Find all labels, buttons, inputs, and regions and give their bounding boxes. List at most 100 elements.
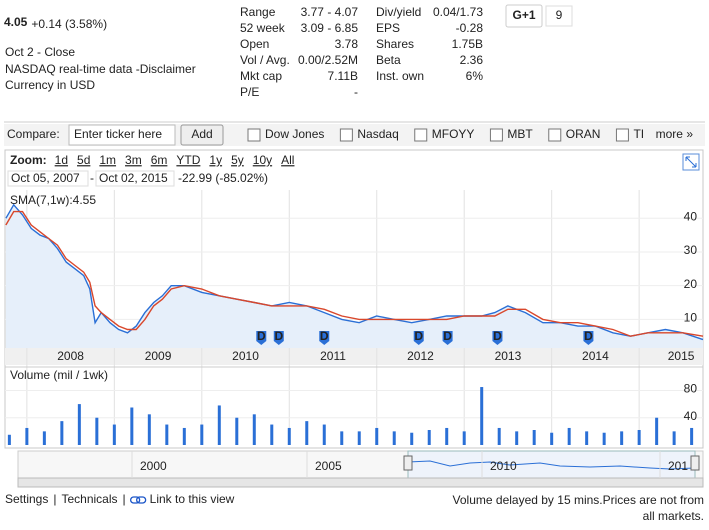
navigator-handle[interactable] [403, 455, 413, 471]
dividend-marker[interactable] [442, 331, 453, 345]
from-date-box[interactable] [7, 170, 89, 187]
compare-checkbox[interactable] [548, 128, 562, 142]
stat-label: EPS [376, 21, 400, 35]
chart-frame [4, 149, 704, 449]
legend-entry: SMA(7,1w):4.55 [10, 193, 96, 207]
dividend-marker[interactable] [492, 331, 503, 345]
dividend-marker[interactable] [256, 331, 267, 345]
volume-bar [42, 431, 46, 445]
zoom-range[interactable]: 1y [209, 153, 222, 167]
x-tick-label: 2008 [57, 349, 84, 363]
compare-checkbox[interactable] [339, 128, 353, 142]
dividend-label: D [443, 329, 452, 343]
plusone-label: G+1 [512, 8, 535, 22]
dividend-label: D [257, 329, 266, 343]
dividend-label: D [274, 329, 283, 343]
zoom-range[interactable]: 5y [231, 153, 244, 167]
dividend-marker[interactable] [413, 331, 424, 345]
compare-checkbox[interactable] [414, 128, 428, 142]
volume-bar [165, 424, 169, 445]
to-date: Oct 02, 2015 [99, 171, 168, 185]
stat-value: 6% [466, 69, 484, 83]
series-line [5, 210, 704, 337]
add-button[interactable] [180, 124, 224, 146]
volume-bar [672, 431, 676, 445]
volume-bar [130, 407, 134, 445]
y-tick-label: 20 [684, 277, 698, 291]
stat-label: Inst. own [376, 69, 424, 83]
stat-label: Div/yield [376, 5, 421, 19]
stat-value: -0.28 [456, 21, 484, 35]
dividend-label: D [493, 329, 502, 343]
ticker-input[interactable] [68, 124, 176, 146]
stat-value: 1.75B [452, 37, 483, 51]
zoom-range[interactable]: 10y [253, 153, 272, 167]
volume-bar [515, 431, 519, 445]
volume-bar [480, 387, 484, 445]
volume-bar [147, 414, 151, 445]
volume-bar [112, 424, 116, 445]
to-date-box[interactable] [95, 170, 175, 187]
zoom-range[interactable]: 6m [151, 153, 168, 167]
y-tick-label: 10 [684, 311, 698, 325]
stat-value: 3.78 [335, 37, 359, 51]
volume-bar [567, 427, 571, 445]
stat-label: Vol / Avg. [240, 53, 290, 67]
navigator-label: 201 [668, 459, 688, 473]
plusone-button[interactable] [505, 4, 543, 28]
volume-bar [95, 417, 99, 445]
footer-link[interactable]: Settings [5, 492, 48, 506]
disclaimer-link[interactable]: Disclaimer [140, 62, 196, 76]
navigator-label: 2005 [315, 459, 342, 473]
volume-bar [60, 421, 64, 445]
volume-bar [357, 431, 361, 445]
x-tick-label: 2015 [668, 349, 695, 363]
x-tick-label: 2014 [582, 349, 609, 363]
volume-bar [305, 421, 309, 445]
price: 4.05 [4, 15, 28, 29]
date-separator: - [90, 171, 94, 185]
x-tick-label: 2010 [232, 349, 259, 363]
stat-label: Shares [376, 37, 414, 51]
compare-checkbox[interactable] [615, 128, 629, 142]
zoom-range[interactable]: 1d [55, 153, 68, 167]
y-tick-label: 40 [684, 209, 698, 223]
dividend-marker[interactable] [273, 331, 284, 345]
add-button-label: Add [191, 127, 212, 141]
x-tick-label: 2009 [145, 349, 172, 363]
zoom-range[interactable]: 1m [99, 153, 116, 167]
compare-checkbox[interactable] [247, 128, 261, 142]
zoom-range[interactable]: YTD [176, 153, 200, 167]
scrollbar[interactable] [17, 477, 704, 488]
volume-bar [7, 434, 11, 445]
y-tick-label: 40 [684, 409, 698, 423]
dividend-marker[interactable] [319, 331, 330, 345]
dividend-marker[interactable] [583, 331, 594, 345]
compare-checkbox[interactable] [489, 128, 503, 142]
stat-value: 0.00/2.52M [298, 53, 358, 67]
data-source: NASDAQ real-time data - [5, 62, 140, 76]
stat-label: 52 week [240, 21, 286, 35]
zoom-range[interactable]: All [281, 153, 294, 167]
zoom-label: Zoom: [10, 153, 47, 167]
x-axis-band [5, 348, 703, 365]
navigator-handle[interactable] [690, 455, 700, 471]
compare-option: MBT [507, 127, 533, 141]
x-tick-label: 2011 [320, 349, 346, 363]
link-icon [129, 496, 147, 504]
footer-link[interactable]: Technicals [61, 492, 117, 506]
currency: Currency in USD [5, 78, 95, 92]
zoom-range[interactable]: 5d [77, 153, 90, 167]
stat-value: 2.36 [460, 53, 484, 67]
stat-label: Beta [376, 53, 401, 67]
zoom-range[interactable]: 3m [125, 153, 142, 167]
price-area [5, 204, 703, 348]
volume-bar [375, 427, 379, 445]
stat-value: 0.04/1.73 [433, 5, 483, 19]
stat-label: P/E [240, 85, 259, 99]
more-link[interactable]: more » [656, 127, 694, 141]
quote-date: Oct 2 - Close [5, 45, 75, 59]
footer-link[interactable]: Link to this view [150, 492, 235, 506]
volume-bar [585, 431, 589, 445]
